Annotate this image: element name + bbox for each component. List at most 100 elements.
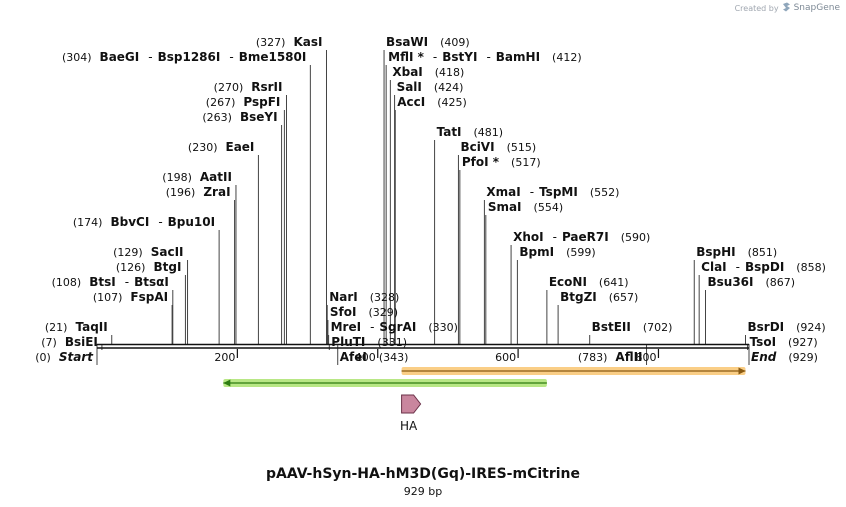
site-label: End (929) — [751, 350, 818, 364]
site-label: (107) FspAI — [93, 290, 168, 304]
site-position: (21) — [45, 321, 68, 334]
site-label: (270) RsrII — [214, 80, 283, 94]
enzyme-name: AflII — [615, 350, 642, 364]
enzyme-name: RsrII — [251, 80, 282, 94]
enzyme-name: SalI — [397, 80, 422, 94]
site-position: (517) — [511, 156, 541, 169]
site-position: (330) — [428, 321, 458, 334]
site-position: (927) — [788, 336, 818, 349]
enzyme-name: SfoI — [330, 305, 357, 319]
site-position: (230) — [188, 141, 218, 154]
enzyme-name: End — [751, 350, 777, 364]
enzyme-name: ClaI — [701, 260, 726, 274]
site-label: (174) BbvCI - Bpu10I — [73, 215, 215, 229]
site-separator: - — [530, 185, 534, 199]
site-position: (554) — [534, 201, 564, 214]
site-separator: - — [486, 50, 490, 64]
site-position: (409) — [440, 36, 470, 49]
site-label: TatI (481) — [437, 125, 504, 139]
site-label: (327) KasI — [256, 35, 323, 49]
site-label: ClaI - BspDI (858) — [701, 260, 826, 274]
site-label: XbaI (418) — [392, 65, 464, 79]
enzyme-name: BsrDI — [747, 320, 784, 334]
site-position: (599) — [566, 246, 596, 259]
enzyme-name: SgrAI — [379, 320, 416, 334]
site-position: (7) — [41, 336, 57, 349]
site-separator: - — [736, 260, 740, 274]
site-position: (851) — [748, 246, 778, 259]
site-position: (108) — [52, 276, 82, 289]
site-position: (702) — [643, 321, 673, 334]
site-separator: - — [125, 275, 129, 289]
site-position: (924) — [796, 321, 826, 334]
site-position: (929) — [788, 351, 818, 364]
site-label: PluTI (331) — [331, 335, 407, 349]
site-position: (552) — [590, 186, 620, 199]
site-position: (107) — [93, 291, 123, 304]
site-position: (641) — [599, 276, 629, 289]
site-position: (198) — [162, 171, 192, 184]
enzyme-name: SacII — [151, 245, 184, 259]
site-label: AccI (425) — [397, 95, 467, 109]
site-label: (230) EaeI — [188, 140, 255, 154]
enzyme-name: MreI — [331, 320, 361, 334]
enzyme-name: BseYI — [240, 110, 278, 124]
enzyme-name: ZraI — [203, 185, 230, 199]
enzyme-name: XbaI — [392, 65, 422, 79]
site-position: (0) — [35, 351, 51, 364]
site-position: (126) — [116, 261, 146, 274]
axis-tick-label: 200 — [214, 351, 235, 364]
enzyme-name: BtsαI — [134, 275, 169, 289]
enzyme-name: Bsp1286I — [158, 50, 221, 64]
enzyme-name: PaeR7I — [562, 230, 609, 244]
site-label: (21) TaqII — [45, 320, 108, 334]
site-label: EcoNI (641) — [549, 275, 629, 289]
site-position: (267) — [206, 96, 236, 109]
site-position: (174) — [73, 216, 103, 229]
enzyme-name: Bpu10I — [168, 215, 215, 229]
site-label: (267) PspFI — [206, 95, 281, 109]
site-separator: - — [229, 50, 233, 64]
enzyme-name: XmaI — [486, 185, 520, 199]
enzyme-name: EaeI — [226, 140, 255, 154]
enzyme-name: TaqII — [75, 320, 107, 334]
enzyme-name: KasI — [293, 35, 322, 49]
enzyme-name: BaeGI — [100, 50, 140, 64]
enzyme-name: PluTI — [331, 335, 365, 349]
site-separator: - — [553, 230, 557, 244]
enzyme-name: AccI — [397, 95, 425, 109]
site-separator: - — [148, 50, 152, 64]
site-label: MreI - SgrAI (330) — [331, 320, 458, 334]
enzyme-name: SmaI — [488, 200, 522, 214]
site-label: MflI * - BstYI - BamHI (412) — [388, 50, 582, 64]
site-label: NarI (328) — [329, 290, 399, 304]
feature-tracks: HA — [223, 367, 746, 433]
site-position: (858) — [796, 261, 826, 274]
enzyme-name: Bme1580I — [239, 50, 307, 64]
site-label: AfeI (343) — [340, 350, 409, 364]
enzyme-name: BamHI — [496, 50, 540, 64]
site-label: BtgZI (657) — [560, 290, 638, 304]
site-label: BspHI (851) — [696, 245, 777, 259]
feature-ha-label: HA — [400, 419, 418, 433]
feature-arrowhead — [738, 367, 746, 375]
enzyme-name: BspHI — [696, 245, 735, 259]
site-separator: - — [370, 320, 374, 334]
site-position: (327) — [256, 36, 286, 49]
enzyme-name: BstYI — [442, 50, 477, 64]
enzyme-name: TsoI — [750, 335, 776, 349]
enzyme-name: BpmI — [519, 245, 554, 259]
enzyme-name: XhoI — [513, 230, 544, 244]
site-position: (425) — [437, 96, 467, 109]
enzyme-name: BsiEI — [65, 335, 98, 349]
site-position: (867) — [765, 276, 795, 289]
enzyme-name: TatI — [437, 125, 462, 139]
site-label: (126) BtgI — [116, 260, 182, 274]
snapgene-credit: Created by SnapGene — [735, 2, 840, 14]
site-position: (657) — [609, 291, 639, 304]
site-label: (304) BaeGI - Bsp1286I - Bme1580I — [62, 50, 306, 64]
site-position: (515) — [507, 141, 537, 154]
site-label: BsaWI (409) — [386, 35, 470, 49]
snapgene-logo-icon — [782, 2, 791, 14]
enzyme-name: PfoI * — [462, 155, 500, 169]
